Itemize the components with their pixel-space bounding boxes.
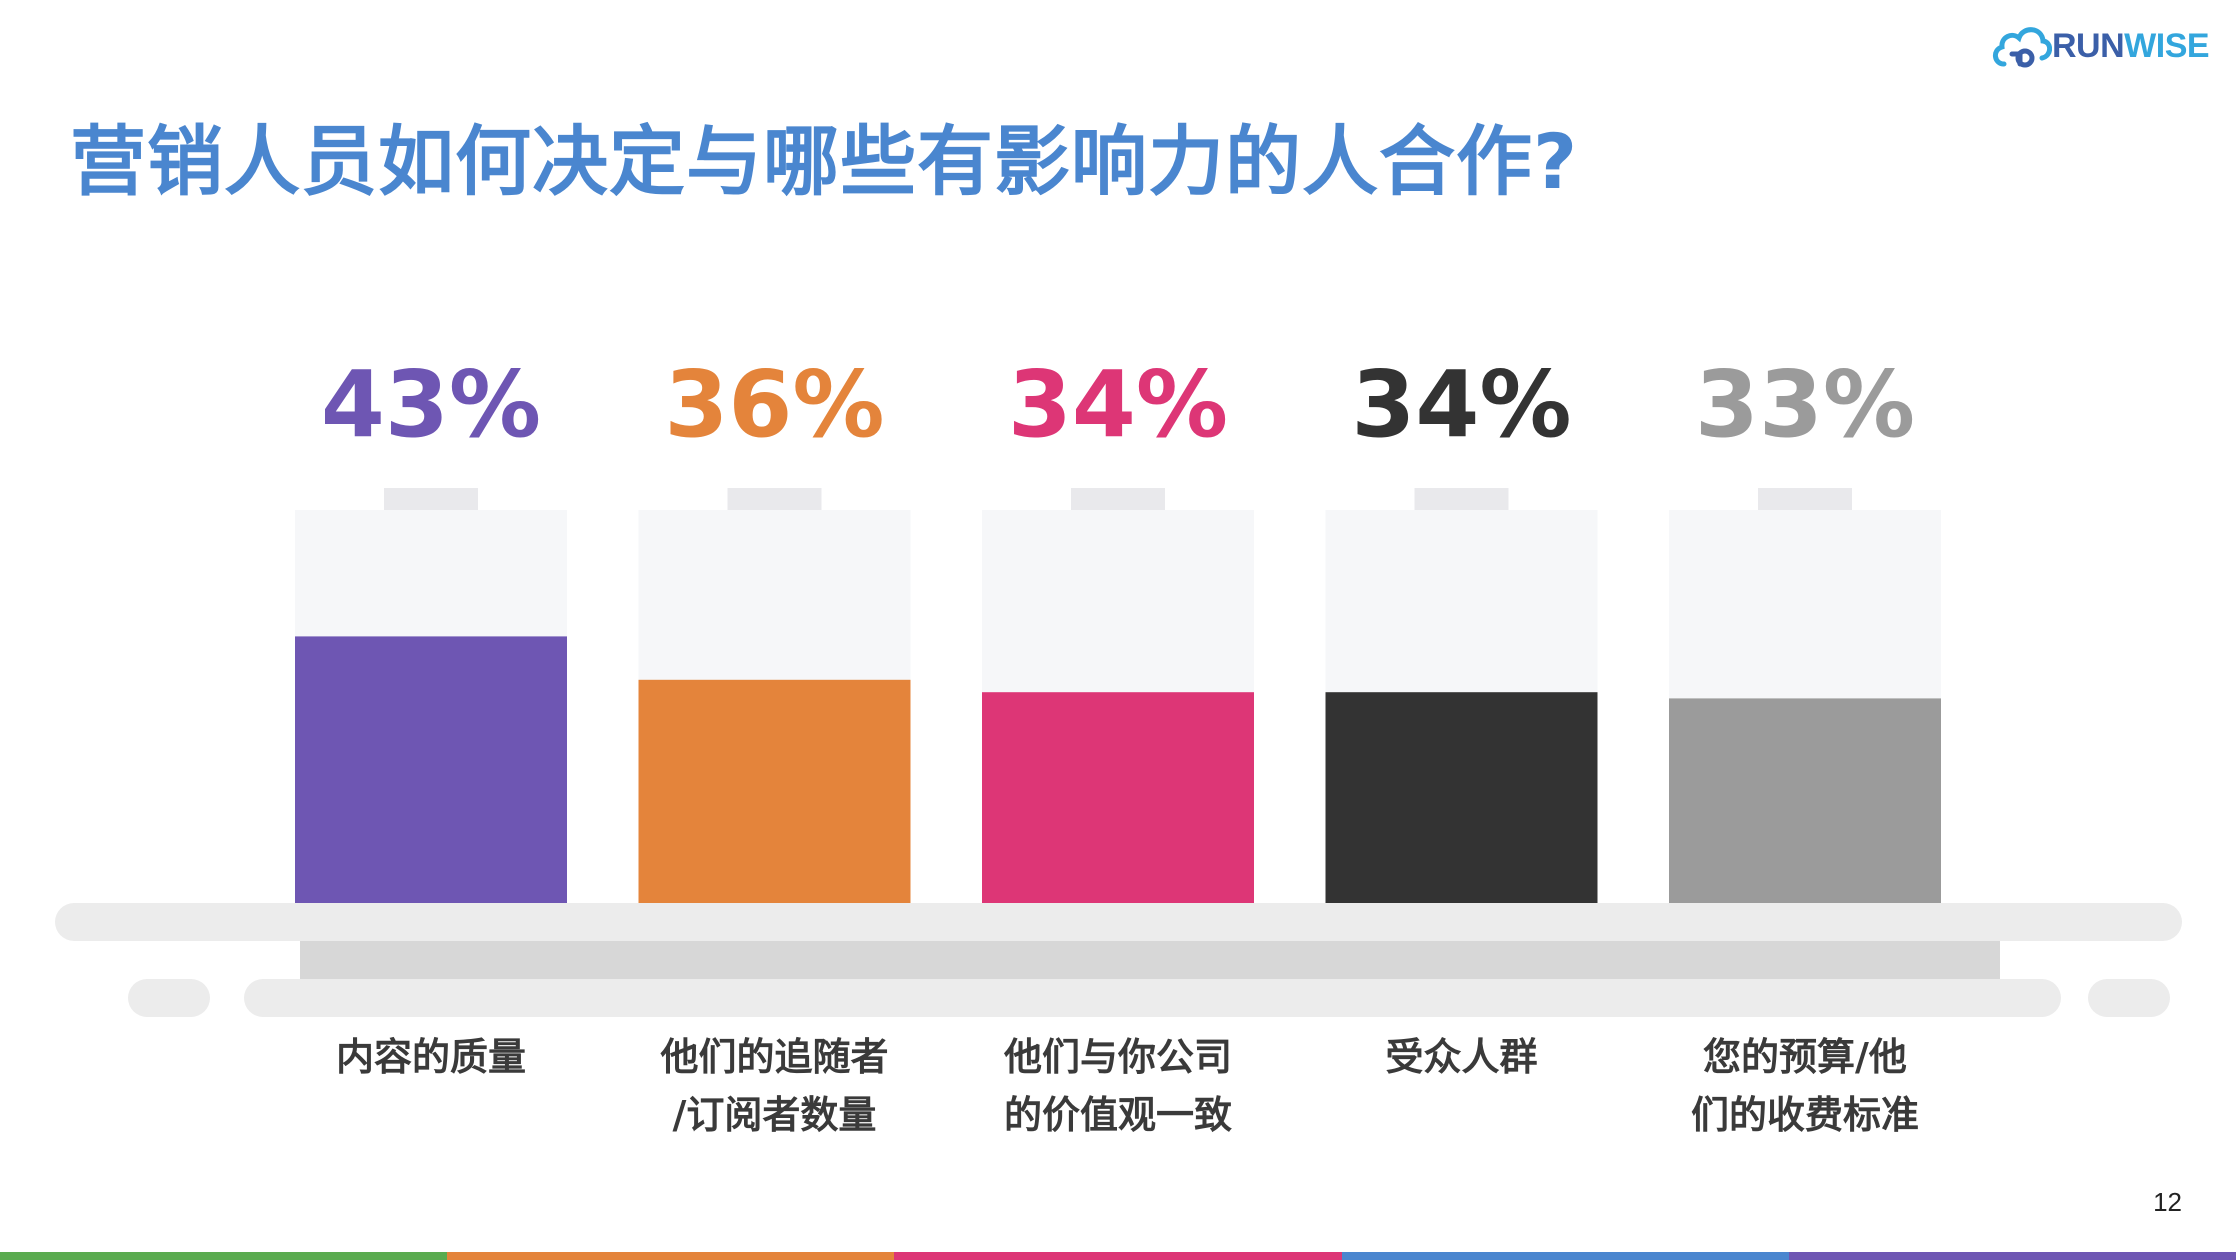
category-label: 他们的追随者: [659, 1035, 888, 1079]
value-label: 43%: [321, 351, 541, 458]
cloud-icon: [1993, 27, 2052, 68]
stripe-segment: [447, 1252, 895, 1260]
page-title: 营销人员如何决定与哪些有影响力的人合作?: [70, 117, 1579, 206]
platform-left-foot: [128, 979, 210, 1017]
category-label: 的价值观一致: [1004, 1093, 1232, 1137]
category-label: /订阅者数量: [673, 1093, 877, 1137]
bar-group-3: [982, 488, 1254, 903]
bottom-color-stripe: [0, 1252, 2236, 1260]
bar: [1325, 692, 1598, 903]
battery-cap: [384, 488, 478, 510]
bar-group-2: [638, 488, 911, 903]
bar-group-1: [295, 488, 567, 903]
platform-right-foot: [2088, 979, 2170, 1017]
bar: [638, 679, 911, 903]
logo-text: RUNWISE: [2052, 26, 2210, 66]
battery-cap: [727, 488, 822, 510]
category-label: 他们与你公司: [1003, 1035, 1232, 1079]
runwise-logo: RUNWISE: [1990, 20, 2210, 72]
stripe-segment: [1788, 1252, 2236, 1260]
stripe-segment: [0, 1252, 448, 1260]
stripe-segment: [894, 1252, 1342, 1260]
bar-group-5: [1669, 488, 1941, 903]
platform-bottom-shelf: [244, 979, 2061, 1017]
bar: [1669, 698, 1941, 903]
bar-group-4: [1325, 488, 1598, 903]
chart-platform: [55, 903, 2182, 1017]
value-label: 36%: [664, 351, 884, 458]
category-label: 受众人群: [1385, 1035, 1537, 1079]
logo-text-run: RUN: [2052, 26, 2125, 65]
value-label: 33%: [1695, 351, 1915, 458]
battery-cap: [1758, 488, 1852, 510]
category-label: 内容的质量: [336, 1035, 526, 1079]
category-label: 们的收费标准: [1691, 1093, 1919, 1137]
page-number: 12: [2153, 1187, 2182, 1217]
platform-top-shelf: [55, 903, 2182, 941]
value-label: 34%: [1351, 351, 1571, 458]
bars-layer: [295, 488, 1941, 903]
battery-cap: [1414, 488, 1509, 510]
bar: [982, 692, 1254, 903]
category-label: 您的预算/他: [1703, 1035, 1907, 1079]
logo-text-wise: WISE: [2124, 26, 2210, 65]
stripe-segment: [1341, 1252, 1789, 1260]
bar: [295, 636, 567, 903]
battery-cap: [1071, 488, 1165, 510]
platform-middle-shelf: [300, 941, 2000, 979]
value-label: 34%: [1008, 351, 1228, 458]
